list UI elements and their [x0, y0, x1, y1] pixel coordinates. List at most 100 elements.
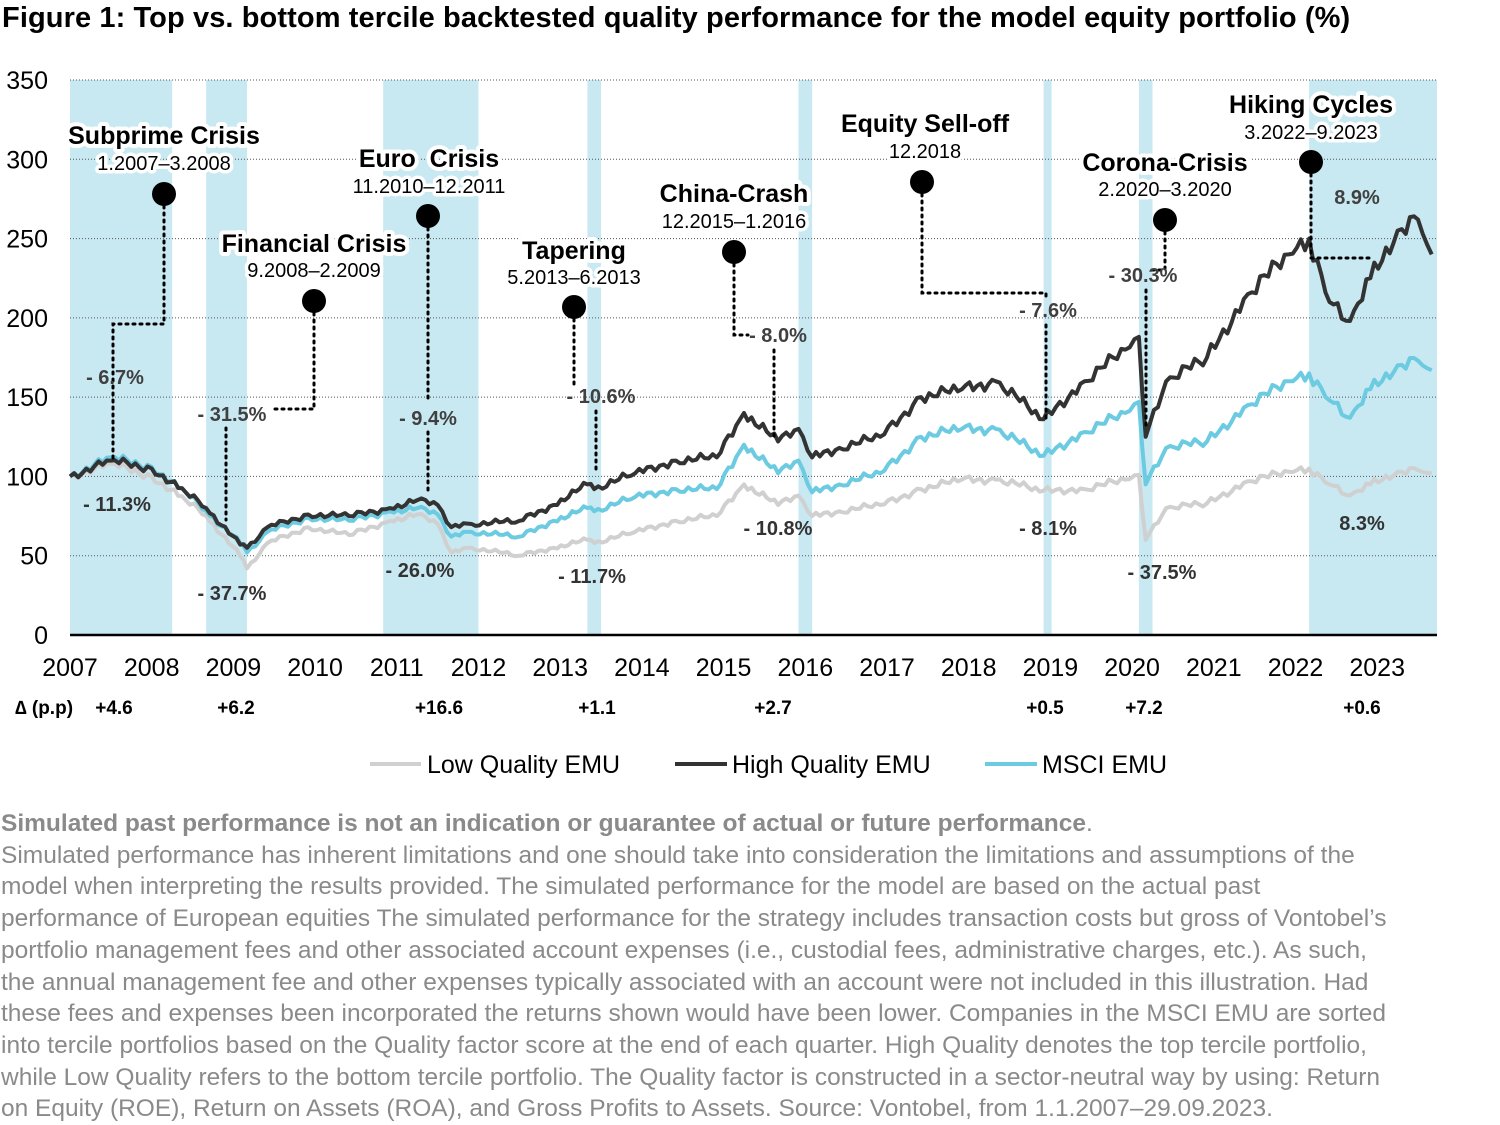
connector-selloff	[920, 192, 1048, 422]
connector-tapering	[572, 317, 598, 472]
shaded-period	[1309, 80, 1437, 635]
drawdown-labels: - 6.7% - 11.3% - 31.5% - 37.7% - 9.4% - …	[83, 187, 1385, 605]
x-tick-label: 2010	[287, 654, 343, 682]
y-tick-label: 0	[34, 622, 48, 650]
lq-drawdown: - 8.1%	[1019, 518, 1077, 540]
x-tick-label: 2014	[614, 654, 670, 682]
x-tick-label: 2013	[532, 654, 588, 682]
x-tick-label: 2015	[696, 654, 752, 682]
x-tick-label: 2019	[1023, 654, 1079, 682]
event-dot	[302, 289, 326, 313]
connector-financial	[224, 311, 316, 522]
chart: 0 50 100 150 200 250 300 350 2007 2008 2009 2010 20…	[6, 67, 1437, 779]
lq-drawdown: - 26.0%	[386, 560, 455, 582]
y-tick-label: 100	[6, 463, 48, 491]
footnote-period: .	[1086, 810, 1093, 837]
x-tick-label: 2018	[941, 654, 997, 682]
x-tick-label: 2008	[124, 654, 180, 682]
legend-label: High Quality EMU	[732, 751, 931, 779]
series-line-low-quality-emu	[68, 461, 1432, 571]
hq-drawdown: - 31.5%	[198, 404, 267, 426]
footnote: Simulated past performance is not an ind…	[1, 808, 1499, 1125]
x-tick-label: 2017	[859, 654, 915, 682]
connector-subprime	[111, 204, 166, 462]
y-tick-label: 300	[6, 146, 48, 174]
event-dot	[910, 170, 934, 194]
x-tick-label: 2007	[42, 654, 98, 682]
y-tick-label: 150	[6, 384, 48, 412]
footnote-line: the annual management fee and other expe…	[1, 968, 1369, 996]
hq-drawdown: 8.9%	[1334, 187, 1380, 209]
x-tick-label: 2012	[451, 654, 507, 682]
series-line-msci-emu	[68, 356, 1433, 555]
hq-drawdown: - 30.3%	[1109, 265, 1178, 287]
x-tick-label: 2022	[1268, 654, 1324, 682]
x-tick-label: 2021	[1186, 654, 1242, 682]
delta-value: +16.6	[415, 698, 463, 719]
footnote-disclaimer: Simulated past performance is not an ind…	[1, 810, 1087, 837]
event-period: 5.2013–6.2013	[507, 267, 640, 289]
shaded-period	[587, 80, 602, 635]
connector-hiking	[1309, 172, 1374, 260]
event-period: 3.2022–9.2023	[1244, 122, 1377, 144]
event-period: 2.2020–3.2020	[1098, 179, 1231, 201]
event-period: 12.2018	[889, 141, 961, 163]
x-tick-label: 2011	[370, 654, 424, 682]
y-tick-label: 350	[6, 67, 48, 95]
footnote-line: portfolio management fees and other asso…	[1, 936, 1367, 964]
legend-label: Low Quality EMU	[427, 751, 620, 779]
event-title: Subprime Crisis	[68, 122, 260, 150]
shaded-period	[383, 80, 479, 635]
event-dot	[152, 182, 176, 206]
shaded-period	[1043, 80, 1052, 635]
connector-corona	[1144, 230, 1167, 432]
footnote-line: while Low Quality refers to the bottom t…	[1, 1063, 1380, 1091]
y-tick-label: 200	[6, 305, 48, 333]
y-axis-ticks: 0 50 100 150 200 250 300 350	[6, 67, 48, 650]
x-tick-label: 2023	[1349, 654, 1405, 682]
footnote-line: these fees and expenses been incorporate…	[1, 1000, 1387, 1028]
hq-drawdown: - 7.6%	[1019, 300, 1077, 322]
event-dot	[722, 240, 746, 264]
legend: Low Quality EMU High Quality EMU MSCI EM…	[370, 751, 1167, 779]
series-line-high-quality-emu	[68, 214, 1434, 550]
event-title: China-Crash	[660, 180, 809, 208]
event-period: 9.2008–2.2009	[247, 260, 380, 282]
lq-drawdown: - 11.7%	[558, 566, 626, 588]
y-tick-label: 50	[20, 543, 48, 571]
footnote-line: on Equity (ROE), Return on Assets (ROA),…	[1, 1095, 1273, 1123]
lq-drawdown: 8.3%	[1339, 513, 1385, 535]
x-tick-label: 2009	[206, 654, 262, 682]
figure-title: Figure 1: Top vs. bottom tercile backtes…	[2, 2, 1351, 34]
event-labels: Subprime Crisis 1.2007–3.2008 Financial …	[64, 87, 1397, 293]
footnote-line: into tercile portfolios based on the Qua…	[1, 1031, 1367, 1059]
event-title: Tapering	[522, 237, 626, 265]
event-title: Financial Crisis	[222, 230, 407, 258]
event-dot	[1299, 150, 1323, 174]
delta-value: +0.6	[1343, 698, 1381, 719]
event-period: 1.2007–3.2008	[97, 153, 230, 175]
lq-drawdown: - 11.3%	[83, 494, 151, 516]
event-title: Equity Sell-off	[841, 110, 1010, 138]
delta-value: +0.5	[1026, 698, 1064, 719]
y-tick-label: 250	[6, 226, 48, 254]
delta-value: +7.2	[1125, 698, 1163, 719]
lq-drawdown: - 37.5%	[1128, 562, 1197, 584]
delta-value: +4.6	[95, 698, 133, 719]
hq-drawdown: - 8.0%	[749, 325, 807, 347]
delta-value: +2.7	[754, 698, 792, 719]
delta-value: +6.2	[217, 698, 255, 719]
hq-drawdown: - 10.6%	[567, 386, 636, 408]
shaded-period	[70, 80, 173, 635]
hq-drawdown: - 6.7%	[86, 367, 144, 389]
legend-label: MSCI EMU	[1042, 751, 1167, 779]
delta-row-label: ∆ (p.p)	[15, 698, 73, 719]
lq-drawdown: - 37.7%	[198, 583, 267, 605]
delta-row: ∆ (p.p) +4.6 +6.2 +16.6 +1.1 +2.7 +0.5 +…	[15, 698, 1381, 719]
shaded-period	[798, 80, 813, 635]
hq-drawdown: - 9.4%	[399, 408, 457, 430]
annotation-connectors	[111, 172, 1374, 522]
x-tick-label: 2020	[1104, 654, 1160, 682]
event-title: Hiking Cycles	[1229, 91, 1393, 119]
delta-value: +1.1	[578, 698, 616, 719]
